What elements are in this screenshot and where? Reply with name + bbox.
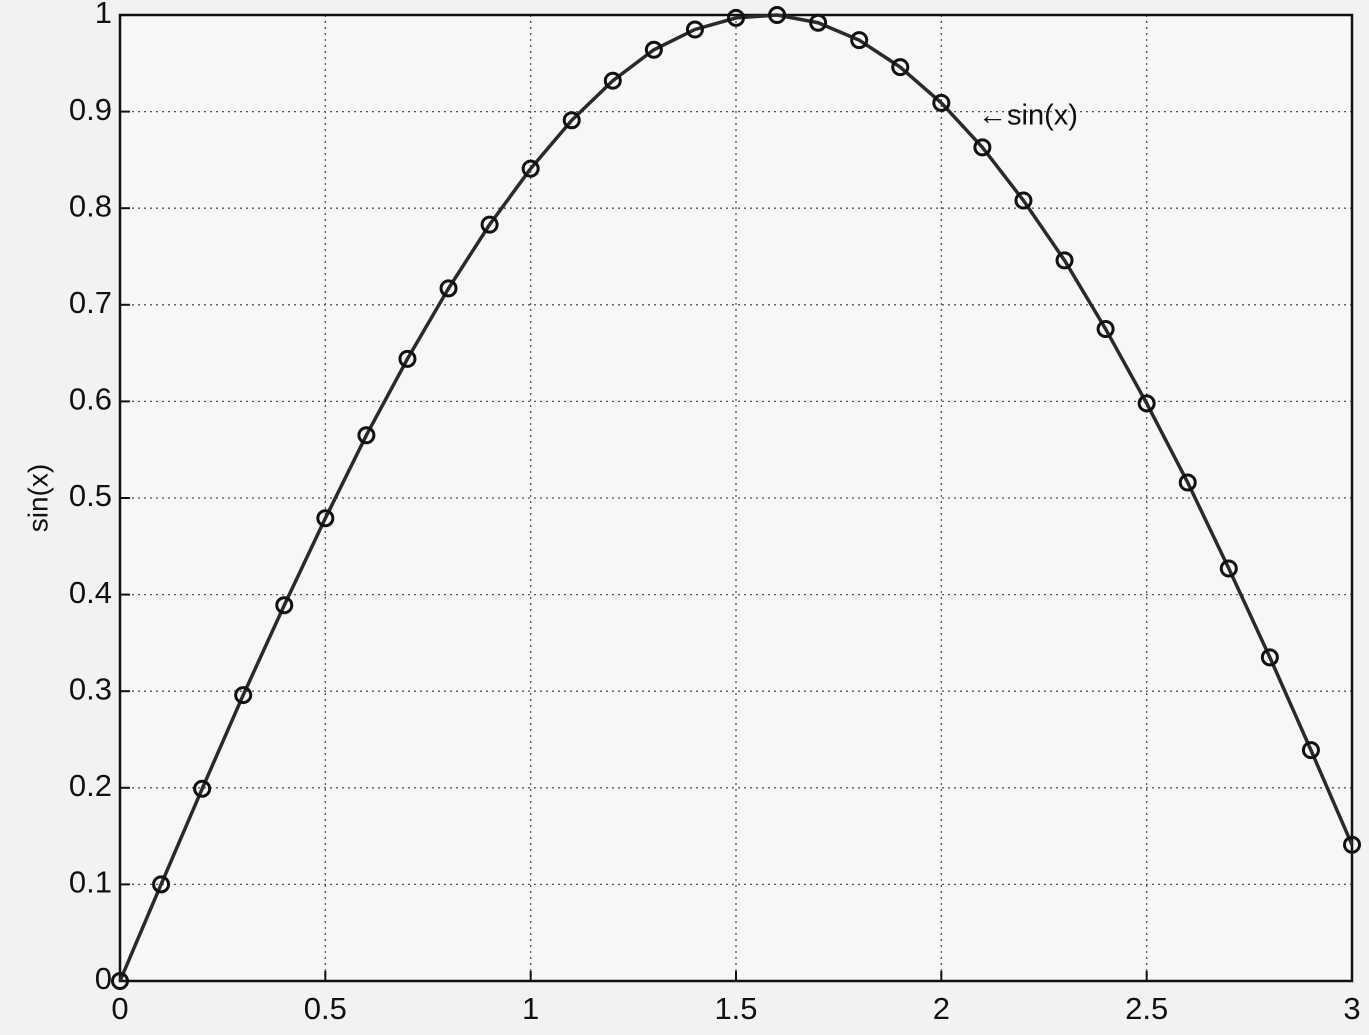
x-tick-label: 0.5 [304,991,347,1026]
data-point [316,509,335,528]
y-axis-label: sin(x) [22,464,53,532]
data-point [398,349,417,368]
data-point [1301,741,1320,760]
data-point [234,686,253,705]
y-tick-label: 0.2 [69,768,112,803]
data-point [1055,251,1074,270]
data-point [439,279,458,298]
data-line [118,13,1354,982]
data-point [1014,191,1033,210]
data-point [193,779,212,798]
data-point [521,159,540,178]
data-point [357,426,376,445]
y-tick-label: 0.4 [69,575,112,610]
data-point [1178,473,1197,492]
data-point [1219,559,1238,578]
y-tick-label: 0.3 [69,671,112,706]
data-point [152,875,171,894]
y-tick-label: 0.7 [69,285,112,320]
data-point [973,138,992,157]
y-tick-label: 0.1 [69,865,112,900]
data-point [603,71,622,90]
data-point [562,111,581,130]
y-tick-label: 0.8 [69,188,112,223]
x-tick-label: 0 [111,991,128,1026]
data-point [275,596,294,615]
y-tick-label: 0.5 [69,478,112,513]
data-point [644,40,663,59]
data-point [480,215,499,234]
annotation: ←sin(x) [978,100,1078,132]
data-point [111,972,129,990]
data-point [1137,394,1156,413]
y-tick-label: 0.6 [69,382,112,417]
data-point [1096,319,1115,338]
y-tick-label: 0.9 [69,92,112,127]
data-point [809,13,828,32]
data-point [891,58,910,77]
data-point [932,93,951,112]
y-tick-label: 1 [95,0,112,30]
x-tick-label: 3 [1343,991,1360,1026]
data-point [1260,648,1279,667]
x-tick-label: 2.5 [1125,991,1168,1026]
x-tick-label: 2 [933,991,950,1026]
x-tick-label: 1.5 [714,991,757,1026]
axes-box [118,13,1354,983]
data-point [727,8,745,27]
x-tick-label: 1 [522,991,539,1026]
data-point [685,20,704,39]
data-point [768,6,787,24]
y-tick-label: 0 [95,961,112,996]
data-point [850,31,869,50]
data-point [1343,835,1361,854]
